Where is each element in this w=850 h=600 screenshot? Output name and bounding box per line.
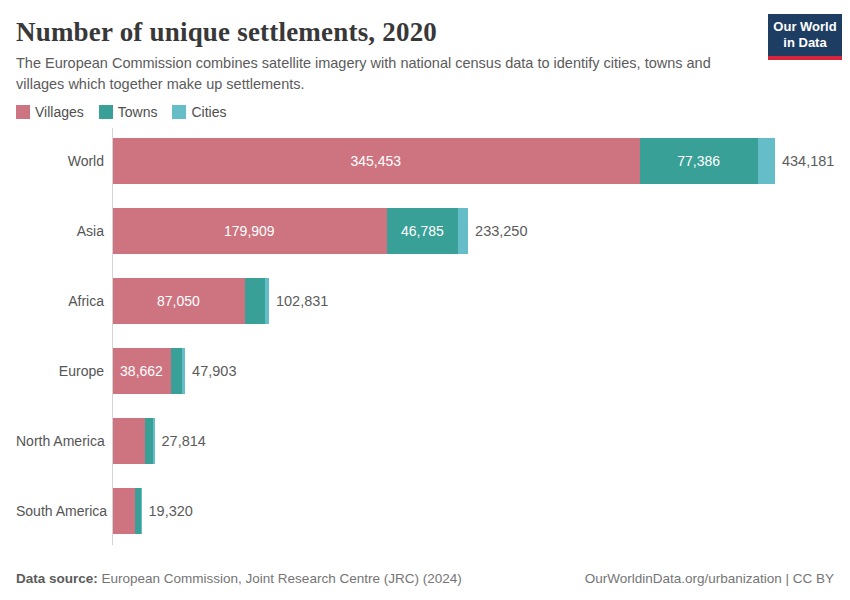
chart-row: World345,45377,386 434,181 [16, 138, 834, 184]
bar-segment-cities[interactable] [758, 138, 775, 184]
bar-segment-cities[interactable] [265, 278, 269, 324]
chart-header: Number of unique settlements, 2020 The E… [16, 16, 834, 95]
bar-segment-towns[interactable] [245, 278, 265, 324]
bar-segment-villages[interactable]: 38,662 [112, 348, 171, 394]
legend-item-towns[interactable]: Towns [99, 104, 158, 120]
bar-segment-cities[interactable] [153, 418, 155, 464]
chart-area: World345,45377,386 434,181 Asia179,90946,7… [16, 138, 834, 534]
legend-swatch-towns [99, 105, 113, 119]
bar-segment-towns[interactable] [145, 418, 153, 464]
data-source-label: Data source: [16, 571, 98, 586]
page-title: Number of unique settlements, 2020 [16, 16, 834, 48]
legend-swatch-cities [172, 105, 186, 119]
stacked-bar: 87,050 [112, 278, 269, 324]
bar-segment-cities[interactable] [458, 208, 468, 254]
owid-logo[interactable]: Our World in Data [768, 14, 842, 60]
legend-label: Towns [118, 104, 158, 120]
chart-row: Europe38,662 47,903 [16, 348, 834, 394]
owid-logo-line1: Our World [772, 19, 838, 35]
total-value-label: 434,181 [782, 153, 834, 169]
bar-segment-towns[interactable]: 77,386 [640, 138, 758, 184]
legend-item-cities[interactable]: Cities [172, 104, 226, 120]
total-value-label: 27,814 [162, 433, 206, 449]
chart-row: Asia179,90946,785 233,250 [16, 208, 834, 254]
bar-segment-towns[interactable]: 46,785 [387, 208, 458, 254]
bar-segment-villages[interactable]: 345,453 [112, 138, 640, 184]
category-label: South America [16, 503, 112, 519]
stacked-bar: 38,662 [112, 348, 185, 394]
category-label: Asia [16, 223, 112, 239]
legend: Villages Towns Cities [16, 104, 834, 120]
data-source-line: Data source: European Commission, Joint … [16, 571, 462, 586]
total-value-label: 47,903 [192, 363, 236, 379]
category-label: North America [16, 433, 112, 449]
owid-logo-line2: in Data [772, 35, 838, 51]
chart-subtitle: The European Commission combines satelli… [16, 53, 728, 95]
stacked-bar: 179,90946,785 [112, 208, 468, 254]
stacked-bar [112, 418, 155, 464]
stacked-bar: 345,45377,386 [112, 138, 775, 184]
chart-footer: Data source: European Commission, Joint … [16, 571, 834, 586]
legend-label: Villages [35, 104, 84, 120]
legend-label: Cities [191, 104, 226, 120]
category-label: World [16, 153, 112, 169]
bar-segment-cities[interactable] [141, 488, 142, 534]
bar-segment-villages[interactable] [112, 418, 145, 464]
legend-item-villages[interactable]: Villages [16, 104, 84, 120]
category-label: Africa [16, 293, 112, 309]
data-source-text: European Commission, Joint Research Cent… [98, 571, 462, 586]
credit-link[interactable]: OurWorldinData.org/urbanization | CC BY [585, 571, 834, 586]
chart-page: Number of unique settlements, 2020 The E… [0, 0, 850, 600]
category-label: Europe [16, 363, 112, 379]
legend-swatch-villages [16, 105, 30, 119]
y-axis-line [112, 128, 113, 545]
total-value-label: 102,831 [276, 293, 328, 309]
chart-row: North America 27,814 [16, 418, 834, 464]
total-value-label: 233,250 [475, 223, 527, 239]
bar-segment-villages[interactable]: 87,050 [112, 278, 245, 324]
total-value-label: 19,320 [149, 503, 193, 519]
bar-segment-towns[interactable] [171, 348, 182, 394]
chart-row: South America 19,320 [16, 488, 834, 534]
bar-segment-villages[interactable]: 179,909 [112, 208, 387, 254]
bar-segment-villages[interactable] [112, 488, 135, 534]
stacked-bar [112, 488, 142, 534]
chart-row: Africa87,050 102,831 [16, 278, 834, 324]
bar-segment-cities[interactable] [182, 348, 185, 394]
